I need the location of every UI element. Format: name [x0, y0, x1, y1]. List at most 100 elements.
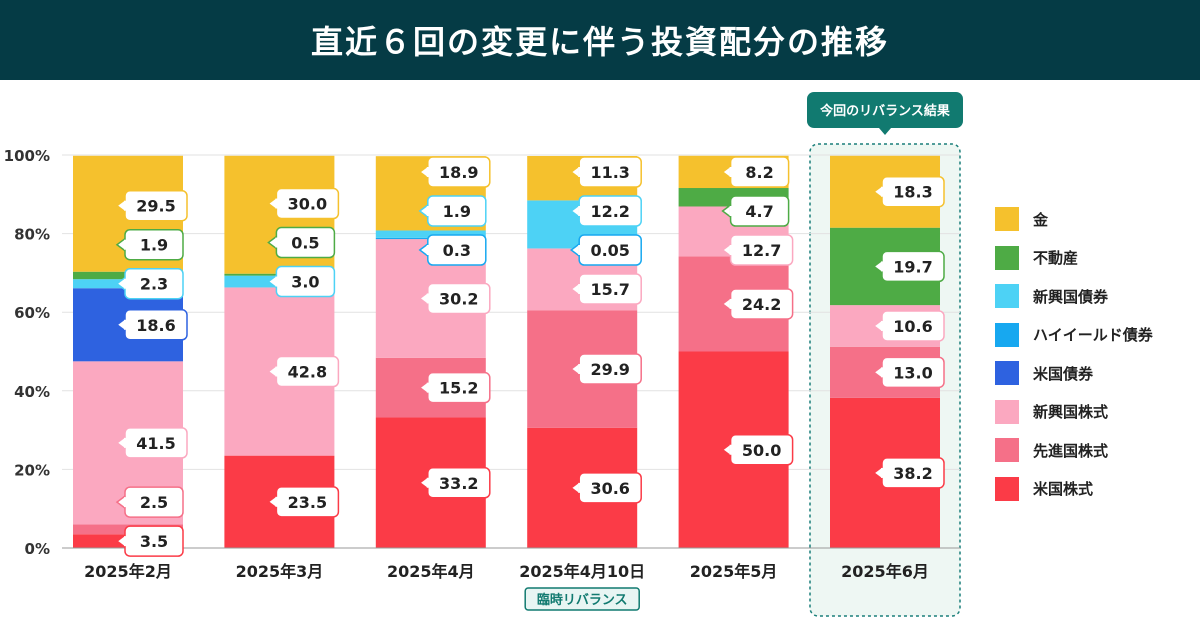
- data-label-callout: 12.2: [569, 195, 642, 227]
- x-tick-label: 2025年4月10日: [519, 562, 645, 581]
- data-label-pointer-mask: [881, 186, 884, 197]
- current-rebalance-badge-pointer: [879, 128, 891, 135]
- data-label-pointer-mask: [275, 237, 279, 248]
- data-label-pointer-mask: [124, 437, 127, 448]
- legend-item-us_equity: 米国株式: [995, 470, 1153, 509]
- data-label-callout: 18.9: [418, 156, 491, 188]
- data-label-callout: 0.5: [267, 226, 336, 259]
- legend-label: 金: [1033, 210, 1049, 229]
- data-label-pointer-mask: [426, 382, 430, 393]
- data-label-callout: 0.3: [418, 234, 487, 266]
- data-label-callout: 33.2: [418, 467, 491, 499]
- title-bar: 直近６回の変更に伴う投資配分の推移: [0, 0, 1200, 80]
- stacked-bar-chart: 0% 20% 40% 60% 80% 100% 3.5 2.5 41.5 18.6 2.3 1.9 29…: [4, 92, 963, 617]
- data-label: 8.2: [745, 163, 773, 182]
- data-label: 15.2: [439, 379, 478, 398]
- data-label: 18.9: [439, 163, 478, 182]
- y-tick-label: 40%: [14, 383, 50, 401]
- legend-item-em_bond: 新興国債券: [995, 277, 1153, 316]
- data-label-callout: 23.5: [267, 486, 340, 518]
- legend-item-realestate: 不動産: [995, 239, 1153, 278]
- data-label-pointer-mask: [729, 444, 733, 455]
- current-rebalance-badge-text: 今回のリバランス結果: [819, 103, 950, 119]
- data-label-pointer-mask: [578, 167, 582, 177]
- data-label: 12.2: [590, 202, 629, 221]
- data-label-pointer-mask: [578, 245, 582, 255]
- data-label-pointer-mask: [881, 261, 884, 272]
- legend-swatch: [995, 207, 1019, 232]
- data-label: 1.9: [443, 202, 471, 221]
- data-label: 30.2: [439, 289, 478, 308]
- data-label: 23.5: [288, 493, 327, 512]
- data-label-callout: 15.2: [418, 371, 491, 404]
- data-label-pointer-mask: [578, 206, 582, 216]
- data-label-pointer-mask: [426, 167, 430, 177]
- data-label: 3.0: [291, 273, 319, 292]
- y-tick-label: 20%: [14, 461, 50, 479]
- bar-segment-em_bond: [375, 230, 486, 238]
- legend-item-high_yield: ハイイールド債券: [995, 316, 1153, 355]
- data-label-pointer-mask: [275, 276, 279, 287]
- data-label-callout: 18.6: [115, 309, 188, 341]
- data-label: 12.7: [742, 241, 781, 260]
- legend-label: 先進国株式: [1033, 441, 1109, 460]
- legend-swatch: [995, 245, 1019, 270]
- data-label-pointer-mask: [124, 536, 127, 547]
- data-label-pointer-mask: [881, 320, 884, 331]
- data-label: 24.2: [742, 295, 781, 314]
- data-label-callout: 29.9: [569, 353, 642, 385]
- data-label-callout: 30.2: [418, 282, 491, 315]
- data-label: 50.0: [742, 441, 781, 460]
- data-label-pointer-mask: [578, 284, 582, 294]
- legend-label: 米国債券: [1033, 364, 1094, 383]
- data-label: 11.3: [590, 163, 629, 182]
- data-label: 0.05: [590, 241, 629, 260]
- data-label: 0.5: [291, 234, 319, 253]
- data-label-callout: 15.7: [569, 273, 642, 305]
- data-label-callout: 3.5: [115, 525, 184, 557]
- data-label-callout: 41.5: [115, 427, 188, 459]
- legend-label: 米国株式: [1033, 480, 1094, 499]
- legend-item-gold: 金: [995, 200, 1153, 239]
- data-label-pointer-mask: [578, 482, 582, 493]
- data-label-pointer-mask: [729, 206, 733, 216]
- legend-swatch: [995, 399, 1019, 424]
- data-label-pointer-mask: [881, 367, 884, 378]
- y-tick-label: 80%: [14, 226, 50, 244]
- data-label-pointer-mask: [881, 467, 884, 478]
- data-label: 30.6: [590, 479, 629, 498]
- data-label-callout: 19.7: [872, 250, 945, 283]
- page-title: 直近６回の変更に伴う投資配分の推移: [310, 23, 889, 61]
- data-label-callout: 29.5: [115, 189, 188, 222]
- data-label: 41.5: [136, 434, 175, 453]
- data-label-callout: 50.0: [721, 434, 794, 466]
- data-label-pointer-mask: [426, 477, 430, 488]
- data-label-callout: 2.5: [115, 486, 184, 518]
- data-label-callout: 24.2: [721, 288, 794, 320]
- data-label-callout: 30.0: [267, 187, 340, 220]
- x-tick-label: 2025年6月: [841, 562, 929, 581]
- data-label-pointer-mask: [124, 278, 127, 289]
- data-label: 29.9: [590, 360, 629, 379]
- data-label: 2.3: [140, 275, 168, 294]
- data-label-pointer-mask: [124, 497, 127, 508]
- chart-legend: 金不動産新興国債券 ハイイールド債券米国債券新興国株式先進国株式米国株式: [995, 200, 1153, 508]
- data-label-callout: 3.0: [267, 265, 336, 298]
- data-label-pointer-mask: [426, 206, 430, 216]
- data-label: 4.7: [745, 202, 773, 221]
- data-label-callout: 30.6: [569, 472, 642, 504]
- data-label-pointer-mask: [275, 198, 279, 209]
- current-rebalance-badge: [807, 92, 963, 128]
- data-label: 13.0: [893, 363, 932, 382]
- data-label-callout: 4.7: [721, 195, 790, 227]
- temporary-rebalance-tag: [524, 587, 640, 611]
- data-label: 30.0: [288, 195, 327, 214]
- y-tick-label: 0%: [25, 540, 50, 558]
- legend-label: 不動産: [1033, 249, 1079, 268]
- legend-label: 新興国株式: [1033, 403, 1109, 422]
- data-label-callout: 12.7: [721, 234, 794, 266]
- legend-item-us_bond: 米国債券: [995, 354, 1153, 393]
- x-tick-label: 2025年3月: [236, 562, 324, 581]
- legend-swatch: [995, 476, 1019, 501]
- data-label-pointer-mask: [729, 245, 733, 255]
